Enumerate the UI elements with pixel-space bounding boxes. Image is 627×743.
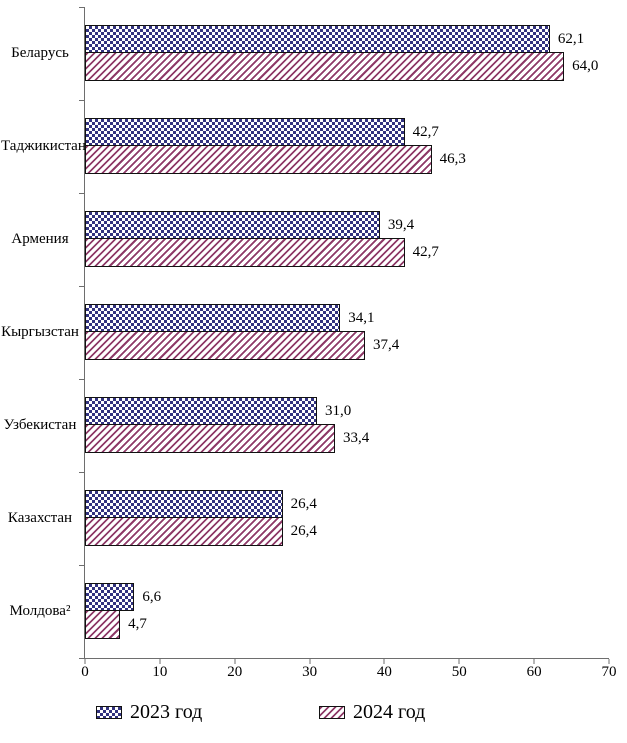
y-axis-tick — [79, 7, 84, 8]
category-label: Таджикистан — [1, 137, 86, 154]
value-label: 46,3 — [439, 151, 466, 167]
value-label: 6,6 — [142, 589, 162, 605]
bar-group: Таджикистан 42,7 46,3 — [1, 100, 609, 193]
value-label: 64,0 — [572, 58, 599, 74]
bar-2024 — [85, 145, 432, 174]
x-axis-tick — [608, 659, 610, 664]
bar-group: Беларусь 62,1 64,0 — [11, 7, 609, 100]
bar-2023 — [85, 397, 318, 425]
category-label: Молдова² — [9, 602, 71, 619]
value-label: 31,0 — [325, 403, 352, 419]
value-label: 4,7 — [128, 616, 147, 632]
bar-group: Молдова² 6,6 4,7 — [10, 565, 609, 658]
x-axis-tick-label: 20 — [227, 664, 243, 680]
x-axis-tick — [383, 659, 385, 664]
legend-label-2023: 2023 год — [130, 701, 203, 723]
legend-item-2023: 2023 год — [96, 701, 202, 724]
bar-group: Армения 39,4 42,7 — [11, 193, 609, 286]
value-label: 37,4 — [372, 337, 400, 353]
x-axis-tick-label: 30 — [302, 664, 318, 680]
x-axis-tick-label: 10 — [152, 664, 168, 680]
x-axis-tick-label: 0 — [81, 664, 89, 680]
y-axis-tick — [79, 193, 84, 194]
category-label: Армения — [11, 230, 69, 247]
x-axis-tick-label: 50 — [451, 664, 467, 680]
value-label: 42,7 — [412, 244, 439, 260]
value-label: 33,4 — [343, 430, 370, 446]
value-label: 26,4 — [290, 496, 317, 512]
bar-2024 — [85, 517, 283, 546]
bar-2023 — [85, 25, 550, 53]
bar-2024 — [85, 424, 336, 453]
y-axis-tick — [79, 379, 84, 380]
x-axis-tick — [309, 659, 311, 664]
bar-group: Казахстан 26,4 26,4 — [8, 472, 609, 565]
bar-2023 — [85, 304, 341, 332]
legend-item-2024: 2024 год — [319, 701, 425, 724]
y-axis-tick — [79, 286, 84, 287]
plot-area: Беларусь 62,1 64,0 Таджикистан 42,7 46,3 Армен… — [1, 7, 617, 680]
value-label: 39,4 — [387, 217, 415, 233]
bar-2023 — [85, 490, 283, 518]
value-label: 42,7 — [412, 124, 439, 140]
category-label: Беларусь — [11, 44, 69, 61]
y-axis-tick — [79, 472, 84, 473]
x-axis-tick-label: 60 — [526, 664, 542, 680]
category-label: Узбекистан — [3, 416, 77, 433]
bar-2023 — [85, 583, 135, 611]
bar-2024 — [85, 52, 565, 81]
bar-2023 — [85, 211, 380, 239]
y-axis-tick — [79, 565, 84, 566]
value-label: 62,1 — [557, 31, 585, 47]
bar-2024 — [85, 331, 365, 360]
legend-swatch-2023 — [96, 706, 122, 719]
bar-2024 — [85, 610, 121, 639]
x-axis-tick — [84, 659, 86, 664]
y-axis-tick — [79, 100, 84, 101]
x-axis-tick-label: 70 — [601, 664, 617, 680]
x-axis-tick — [533, 659, 535, 664]
x-axis-tick-label: 40 — [376, 664, 392, 680]
x-axis-tick — [159, 659, 161, 664]
value-label: 34,1 — [348, 310, 375, 326]
y-axis-tick — [79, 658, 84, 659]
value-label: 26,4 — [290, 523, 317, 539]
bar-group: Кыргызстан 34,1 37,4 — [1, 286, 609, 379]
category-label: Казахстан — [7, 509, 73, 526]
legend-label-2024: 2024 год — [353, 701, 426, 723]
legend: 2023 год 2024 год — [0, 701, 627, 727]
x-axis-tick — [458, 659, 460, 664]
bar-2023 — [85, 118, 405, 146]
x-axis-tick — [234, 659, 236, 664]
category-label: Кыргызстан — [1, 323, 79, 340]
legend-swatch-2024 — [319, 706, 345, 719]
bar-2024 — [85, 238, 405, 267]
bar-group: Узбекистан 31,0 33,4 — [4, 379, 609, 472]
